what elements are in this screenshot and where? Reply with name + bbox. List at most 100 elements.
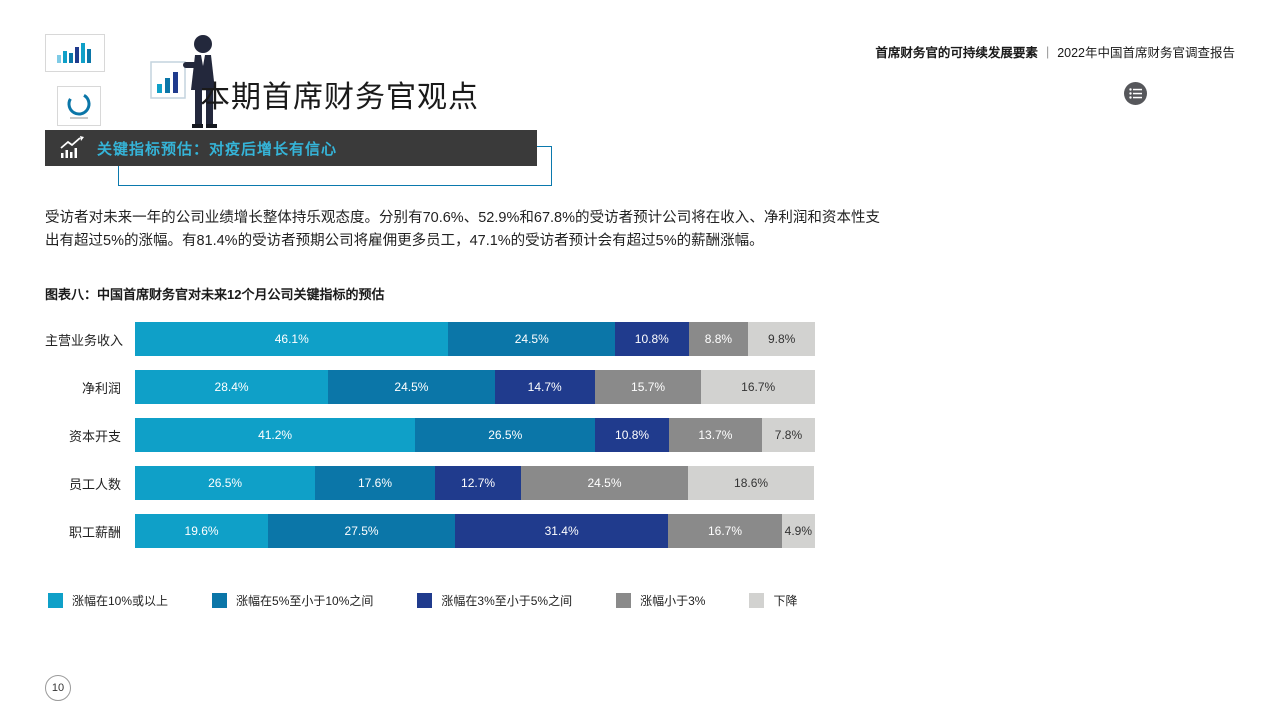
bar-segment: 16.7% [701, 370, 815, 404]
chart-row: 净利润 28.4% 24.5% 14.7% 15.7% 16.7% [45, 370, 815, 404]
bar-segment: 8.8% [688, 322, 749, 356]
legend-item: 涨幅在3%至小于5%之间 [417, 592, 572, 609]
donut-chart-logo-box [57, 86, 101, 126]
bar-segment: 19.6% [135, 514, 269, 548]
bar-segment: 10.8% [615, 322, 689, 356]
legend-swatch [417, 593, 433, 608]
legend: 涨幅在10%或以上 涨幅在5%至小于10%之间 涨幅在3%至小于5%之间 涨幅小于3%… [48, 592, 841, 609]
segment-value: 10.8% [634, 332, 669, 346]
bar-segment: 26.5% [135, 466, 316, 500]
bar-segment: 16.7% [668, 514, 782, 548]
legend-label: 涨幅在3%至小于5%之间 [441, 594, 573, 608]
bar-track: 26.5% 17.6% 12.7% 24.5% 18.6% [135, 466, 815, 500]
category-label: 员工人数 [68, 476, 121, 492]
chart-row: 职工薪酬 19.6% 27.5% 31.4% 16.7% 4.9% [45, 514, 815, 548]
bar-segment: 24.5% [521, 466, 688, 500]
stacked-bar-chart: 主营业务收入 46.1% 24.5% 10.8% 8.8% 9.8% 净利润 28.4% 24.… [45, 322, 815, 562]
intro-paragraph: 受访者对未来一年的公司业绩增长整体持乐观态度。分别有70.6%、52.9%和67… [45, 210, 880, 249]
bar-segment: 24.5% [448, 322, 616, 356]
segment-value: 16.7% [707, 524, 743, 538]
segment-value: 24.5% [394, 380, 429, 394]
chart-row: 资本开支 41.2% 26.5% 10.8% 13.7% 7.8% [45, 418, 815, 452]
chart-title: 图表八：中国首席财务官对未来12个月公司关键指标的预估 [45, 287, 385, 302]
page-number-badge: 10 [45, 675, 71, 701]
legend-label: 涨幅小于3% [640, 594, 706, 608]
segment-value: 28.4% [214, 380, 249, 394]
donut-chart-icon [67, 92, 91, 119]
bar-segment: 7.8% [761, 418, 815, 452]
segment-value: 12.7% [461, 476, 496, 490]
bar-segment: 17.6% [315, 466, 435, 500]
legend-label: 下降 [773, 594, 798, 608]
category-label: 资本开支 [68, 428, 121, 444]
legend-item: 涨幅在5%至小于10%之间 [212, 592, 373, 609]
bar-segment: 10.8% [595, 418, 669, 452]
legend-swatch [212, 593, 228, 608]
segment-value: 24.5% [587, 476, 622, 490]
bar-track: 46.1% 24.5% 10.8% 8.8% 9.8% [135, 322, 815, 356]
chart-row: 员工人数 26.5% 17.6% 12.7% 24.5% 18.6% [45, 466, 815, 500]
category-label: 职工薪酬 [68, 524, 121, 540]
bar-segment: 27.5% [268, 514, 455, 548]
segment-value: 18.6% [734, 476, 769, 490]
segment-value: 7.8% [774, 428, 803, 442]
cfo-person-illustration [107, 32, 225, 139]
report-header: 首席财务官的可持续发展要素 | 2022年中国首席财务官调查报告 [875, 42, 1235, 61]
header-report-title: 2022年中国首席财务官调查报告 [1057, 46, 1235, 60]
header-divider: | [1045, 44, 1050, 59]
bar-segment: 15.7% [594, 370, 702, 404]
list-menu-icon [1129, 88, 1142, 99]
segment-value: 13.7% [698, 428, 733, 442]
section-banner: 关键指标预估：对疫后增长有信心 [45, 130, 537, 166]
bar-track: 41.2% 26.5% 10.8% 13.7% 7.8% [135, 418, 815, 452]
segment-value: 10.8% [615, 428, 650, 442]
segment-value: 24.5% [514, 332, 549, 346]
page-title: 本期首席财务官观点 [200, 81, 479, 114]
legend-item: 下降 [749, 592, 797, 609]
bar-segment: 31.4% [454, 514, 669, 548]
bar-segment: 14.7% [494, 370, 595, 404]
category-label: 主营业务收入 [45, 332, 124, 348]
segment-value: 15.7% [631, 380, 666, 394]
category-label: 净利润 [81, 380, 121, 396]
bar-chart-icon [57, 43, 91, 63]
bar-segment: 12.7% [434, 466, 522, 500]
legend-swatch [48, 593, 63, 608]
segment-value: 8.8% [704, 332, 733, 346]
bar-segment: 24.5% [328, 370, 495, 404]
legend-swatch [616, 593, 632, 608]
bar-track: 28.4% 24.5% 14.7% 15.7% 16.7% [135, 370, 815, 404]
bar-segment: 28.4% [135, 370, 329, 404]
segment-value: 41.2% [258, 428, 293, 442]
bar-segment: 26.5% [415, 418, 596, 452]
bar-segment: 18.6% [687, 466, 815, 500]
legend-label: 涨幅在5%至小于10%之间 [236, 594, 374, 608]
trend-line-arrow-icon [60, 136, 84, 158]
segment-value: 26.5% [208, 476, 243, 490]
bar-track: 19.6% 27.5% 31.4% 16.7% 4.9% [135, 514, 815, 548]
menu-button[interactable] [1124, 82, 1147, 105]
legend-swatch [749, 593, 765, 608]
bar-segment: 46.1% [135, 322, 449, 356]
chart-row: 主营业务收入 46.1% 24.5% 10.8% 8.8% 9.8% [45, 322, 815, 356]
header-section-title: 首席财务官的可持续发展要素 [875, 46, 1038, 60]
segment-value: 4.9% [784, 524, 813, 538]
bar-segment: 9.8% [748, 322, 815, 356]
brand-logos [45, 30, 217, 135]
legend-item: 涨幅小于3% [616, 592, 705, 609]
segment-value: 9.8% [767, 332, 796, 346]
segment-value: 27.5% [344, 524, 379, 538]
bar-segment: 4.9% [781, 514, 815, 548]
segment-value: 26.5% [488, 428, 523, 442]
bar-segment: 41.2% [135, 418, 416, 452]
segment-value: 16.7% [741, 380, 776, 394]
legend-label: 涨幅在10%或以上 [72, 594, 169, 608]
segment-value: 46.1% [274, 332, 309, 346]
segment-value: 14.7% [527, 380, 562, 394]
segment-value: 19.6% [184, 524, 219, 538]
segment-value: 31.4% [544, 524, 579, 538]
bar-segment: 13.7% [668, 418, 762, 452]
segment-value: 17.6% [358, 476, 393, 490]
legend-item: 涨幅在10%或以上 [48, 592, 168, 609]
